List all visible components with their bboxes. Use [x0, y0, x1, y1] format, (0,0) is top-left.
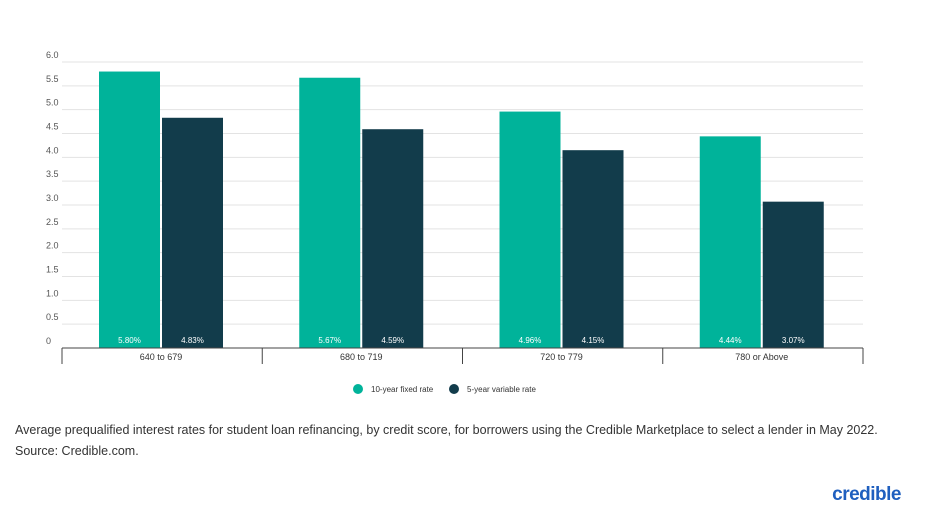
bar [362, 129, 424, 348]
x-axis: 640 to 679 680 to 719 720 to 779 780 or Abo… [61, 347, 864, 364]
data-label: 4.15% [582, 336, 605, 345]
data-label: 4.59% [381, 336, 404, 345]
data-label: 5.67% [318, 336, 341, 345]
bar [499, 111, 561, 348]
legend-label: 5-year variable rate [467, 385, 536, 394]
bar [162, 117, 223, 349]
legend: 10-year fixed rate 5-year variable rate [353, 384, 536, 394]
category-label: 640 to 679 [140, 352, 183, 362]
data-label: 5.80% [118, 336, 141, 345]
y-tick-label: 1.0 [46, 288, 59, 298]
category-label: 680 to 719 [340, 352, 383, 362]
bars: 5.80% 4.83% 5.67% 4.59% 4.96% 4.15% 4.44% 3.07% [99, 71, 824, 349]
y-tick-label: 0 [46, 336, 51, 346]
bar [562, 150, 624, 348]
bar [699, 136, 761, 348]
data-label: 3.07% [782, 336, 805, 345]
y-tick-label: 5.5 [46, 74, 59, 84]
y-tick-label: 3.0 [46, 193, 59, 203]
y-tick-label: 4.0 [46, 145, 59, 155]
bar-chart: 0 0.5 1.0 1.5 2.0 2.5 3.0 3.5 4.0 4.5 5.0 5.5 6.0 5.… [46, 50, 864, 394]
category-label: 720 to 779 [540, 352, 583, 362]
chart-caption: Average prequalified interest rates for … [15, 423, 878, 458]
data-label: 4.96% [519, 336, 542, 345]
y-axis-ticks: 0 0.5 1.0 1.5 2.0 2.5 3.0 3.5 4.0 4.5 5.0 5.5 6.0 [46, 50, 59, 346]
y-tick-label: 6.0 [46, 50, 59, 60]
legend-marker [449, 384, 459, 394]
legend-label: 10-year fixed rate [371, 385, 434, 394]
credible-logo: credible [832, 484, 901, 505]
bar [99, 71, 160, 349]
y-tick-label: 2.0 [46, 241, 59, 251]
legend-marker [353, 384, 363, 394]
data-label: 4.83% [181, 336, 204, 345]
y-tick-label: 0.5 [46, 312, 59, 322]
category-label: 780 or Above [735, 352, 788, 362]
y-tick-label: 4.5 [46, 122, 59, 132]
y-tick-label: 2.5 [46, 217, 59, 227]
data-label: 4.44% [719, 336, 742, 345]
bar [762, 201, 824, 348]
y-tick-label: 3.5 [46, 169, 59, 179]
y-tick-label: 5.0 [46, 98, 59, 108]
y-tick-label: 1.5 [46, 265, 59, 275]
bar [299, 77, 361, 348]
